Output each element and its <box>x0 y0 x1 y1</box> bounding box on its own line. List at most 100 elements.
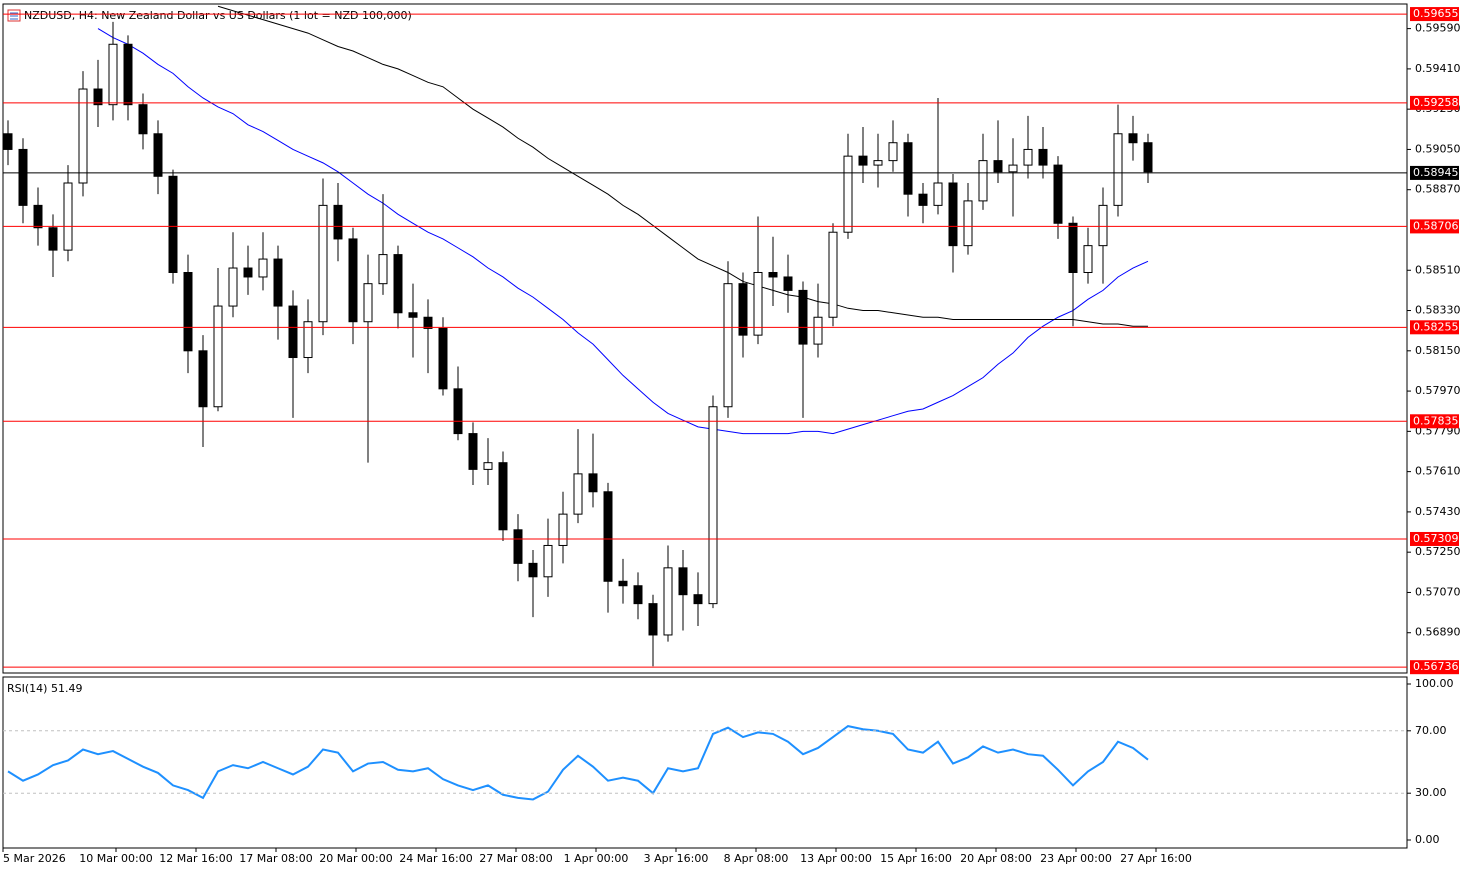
level-label: 0.57835 <box>1413 414 1459 427</box>
candle-body <box>498 462 508 531</box>
symbol-icon <box>7 9 21 22</box>
candle-body <box>1068 222 1078 273</box>
candle-body <box>33 204 43 229</box>
level-label: 0.59258 <box>1413 96 1459 109</box>
candle-body <box>1083 245 1093 273</box>
candle-body <box>183 271 193 352</box>
candle-body <box>108 43 118 106</box>
level-label: 0.59655 <box>1413 7 1459 20</box>
candle-body <box>288 305 298 359</box>
candle-body <box>603 491 613 582</box>
candle-body <box>138 104 148 135</box>
candle-body <box>78 88 88 184</box>
candle-body <box>1098 204 1108 247</box>
x-tick-label: 10 Mar 00:00 <box>79 852 152 865</box>
candle-body <box>543 544 553 578</box>
candle-body <box>348 238 358 323</box>
candle-body <box>948 182 958 247</box>
y-tick-label: 0.56890 <box>1415 626 1461 639</box>
y-tick-label: 30.00 <box>1415 786 1447 799</box>
candle-body <box>858 155 868 166</box>
level-label: 0.56736 <box>1413 660 1459 673</box>
y-tick-label: 0.59050 <box>1415 142 1461 155</box>
candle-body <box>768 271 778 278</box>
candle-body <box>588 473 598 493</box>
candle-body <box>363 283 373 323</box>
candle-body <box>393 254 403 314</box>
x-tick-label: 5 Mar 2026 <box>3 852 66 865</box>
level-label: 0.58255 <box>1413 320 1459 333</box>
level-label-bg <box>1410 95 1459 110</box>
candle-body <box>798 289 808 345</box>
candle-body <box>228 267 238 307</box>
last-price-bg <box>1410 165 1459 180</box>
candle-body <box>678 567 688 596</box>
candle-body <box>918 193 928 206</box>
level-label: 0.58706 <box>1413 219 1459 232</box>
candle-body <box>1128 133 1138 144</box>
candle-body <box>633 585 643 605</box>
candle-body <box>993 160 1003 173</box>
x-tick-label: 12 Mar 16:00 <box>159 852 232 865</box>
candle-body <box>438 327 448 390</box>
x-tick-label: 17 Mar 08:00 <box>239 852 312 865</box>
candle-body <box>813 316 823 345</box>
x-tick-label: 27 Apr 16:00 <box>1120 852 1192 865</box>
y-tick-label: 0.57970 <box>1415 384 1461 397</box>
x-tick-label: 20 Apr 08:00 <box>960 852 1032 865</box>
candle-body <box>18 148 28 206</box>
x-tick-label: 20 Mar 00:00 <box>319 852 392 865</box>
level-label-bg <box>1410 7 1459 22</box>
level-label-bg <box>1410 219 1459 234</box>
candle-body <box>213 305 223 408</box>
candle-body <box>783 276 793 291</box>
rsi-panel <box>2 676 1408 849</box>
level-label-bg <box>1410 414 1459 429</box>
candle-body <box>573 473 583 515</box>
level-label-bg <box>1410 320 1459 335</box>
main-plot <box>3 5 1153 667</box>
candle-body <box>303 321 313 359</box>
candle-body <box>273 258 283 307</box>
candle-body <box>738 283 748 336</box>
candle-body <box>168 175 178 273</box>
y-tick-label: 0.00 <box>1415 833 1440 846</box>
candle-body <box>1038 148 1048 166</box>
candle-body <box>828 231 838 318</box>
level-label: 0.57309 <box>1413 532 1459 545</box>
y-tick-label: 0.58330 <box>1415 304 1461 317</box>
y-tick-label: 0.57070 <box>1415 585 1461 598</box>
candle-body <box>333 204 343 240</box>
candle-body <box>888 142 898 162</box>
candle-body <box>693 594 703 605</box>
y-tick-label: 0.58510 <box>1415 263 1461 276</box>
candle-body <box>243 267 253 278</box>
candle-body <box>618 580 628 587</box>
candle-body <box>198 350 208 408</box>
moving-average <box>217 5 1148 327</box>
x-tick-label: 1 Apr 00:00 <box>564 852 629 865</box>
candle-body <box>483 462 493 470</box>
candle-body <box>423 316 433 329</box>
y-tick-label: 0.59410 <box>1415 62 1461 75</box>
level-label-bg <box>1410 531 1459 546</box>
moving-average <box>97 28 1149 435</box>
candle-body <box>1143 142 1153 173</box>
candle-body <box>3 133 13 150</box>
candle-body <box>1023 148 1033 166</box>
candle-body <box>513 529 523 564</box>
candle-body <box>318 204 328 323</box>
x-tick-label: 23 Apr 00:00 <box>1040 852 1112 865</box>
candle-body <box>1008 164 1018 173</box>
candle-body <box>708 406 718 605</box>
candle-body <box>978 160 988 202</box>
x-tick-label: 27 Mar 08:00 <box>479 852 552 865</box>
candle-body <box>123 43 133 106</box>
x-tick-label: 13 Apr 00:00 <box>800 852 872 865</box>
x-tick-label: 3 Apr 16:00 <box>644 852 709 865</box>
candle-body <box>903 142 913 195</box>
rsi-title: RSI(14) 51.49 <box>7 682 82 695</box>
x-tick-label: 15 Apr 16:00 <box>880 852 952 865</box>
candle-body <box>528 562 538 578</box>
